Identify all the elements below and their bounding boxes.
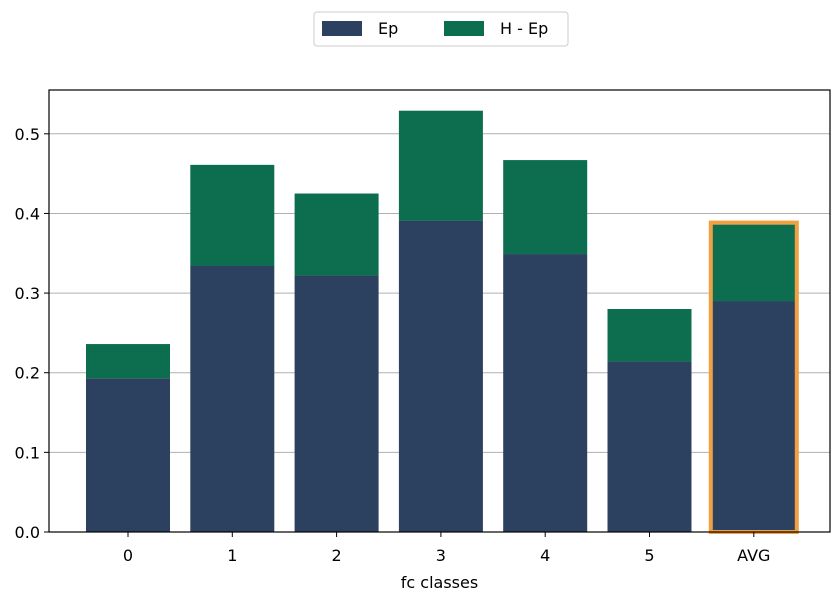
- bar-ep-avg: [711, 301, 796, 532]
- bar-ep-4: [503, 254, 588, 532]
- legend-label-h-ep: H - Ep: [500, 19, 548, 38]
- legend: Ep H - Ep: [313, 11, 569, 47]
- x-tick-label: AVG: [737, 546, 770, 565]
- bar-h-ep-avg: [711, 224, 796, 302]
- x-tick-label: 5: [644, 546, 654, 565]
- plot-frame: [48, 89, 831, 533]
- bar-ep-1: [190, 266, 275, 532]
- bar-h-ep-4: [503, 160, 588, 255]
- y-tick-label: 0.1: [15, 443, 40, 462]
- y-tick-label: 0.4: [15, 204, 40, 223]
- bars: [86, 110, 799, 534]
- y-axis: 0.0 0.1 0.2 0.3 0.4 0.5: [15, 125, 49, 542]
- bar-ep-2: [294, 275, 379, 532]
- x-tick-label: 0: [123, 546, 133, 565]
- x-tick-label: 2: [332, 546, 342, 565]
- x-tick-label: 1: [227, 546, 237, 565]
- bar-h-ep-2: [294, 193, 379, 276]
- legend-swatch-h-ep: [444, 21, 484, 36]
- bar-h-ep-1: [190, 164, 275, 267]
- legend-label-ep: Ep: [378, 19, 398, 38]
- x-tick-label: 3: [436, 546, 446, 565]
- bar-h-ep-0: [86, 344, 170, 379]
- legend-swatch-ep: [322, 21, 362, 36]
- y-tick-label: 0.3: [15, 284, 40, 303]
- x-axis: 0 1 2 3 4 5 AVG: [123, 532, 770, 565]
- bar-h-ep-5: [607, 309, 692, 362]
- x-tick-label: 4: [540, 546, 550, 565]
- y-tick-label: 0.0: [15, 523, 40, 542]
- bar-h-ep-3: [398, 110, 483, 221]
- bar-ep-3: [398, 220, 483, 532]
- legend-box: [313, 11, 569, 47]
- bar-ep-0: [86, 378, 170, 532]
- y-tick-label: 0.5: [15, 125, 40, 144]
- bar-ep-5: [607, 361, 692, 532]
- x-axis-label: fc classes: [401, 573, 478, 592]
- y-tick-label: 0.2: [15, 364, 40, 383]
